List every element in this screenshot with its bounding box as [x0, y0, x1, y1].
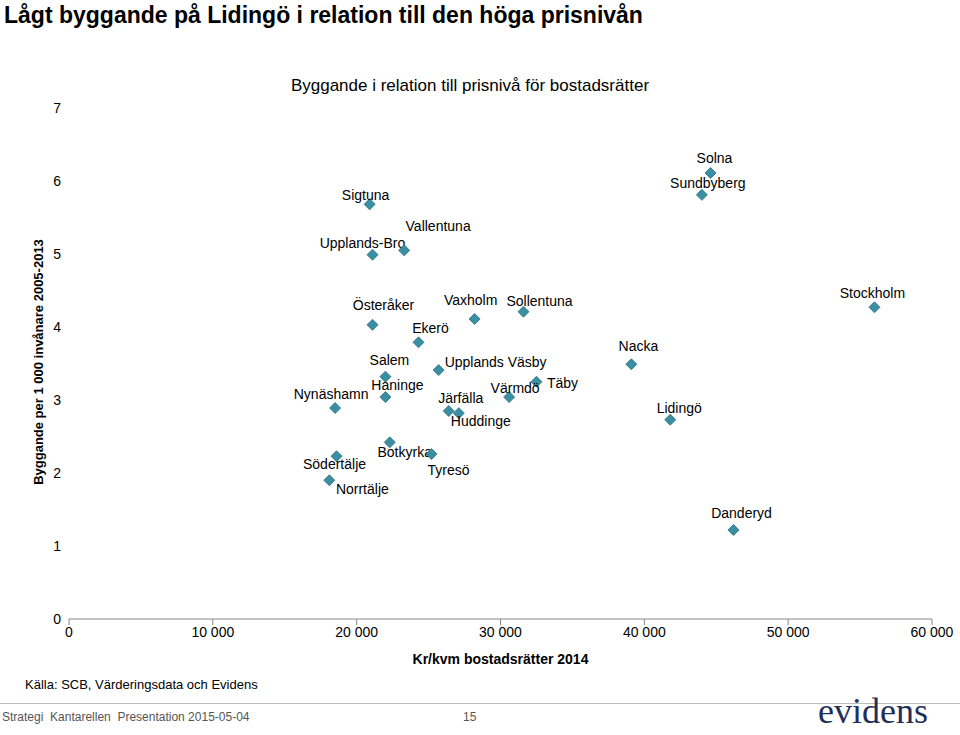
svg-text:Tyresö: Tyresö — [427, 462, 469, 478]
svg-text:5: 5 — [53, 246, 61, 262]
svg-text:Vaxholm: Vaxholm — [444, 292, 497, 308]
svg-text:7: 7 — [53, 100, 61, 116]
svg-text:Nynäshamn: Nynäshamn — [294, 386, 369, 402]
svg-text:Haninge: Haninge — [371, 377, 423, 393]
html-text:evidens: evidens — [818, 691, 928, 731]
html-text:15: 15 — [463, 710, 477, 724]
html-text:Byggande per 1 000 invånare 20: Byggande per 1 000 invånare 2005-2013 — [30, 239, 46, 485]
svg-text:Norrtälje: Norrtälje — [336, 481, 389, 497]
svg-text:Värmdö: Värmdö — [491, 380, 540, 396]
svg-text:6: 6 — [53, 173, 61, 189]
svg-text:Nacka: Nacka — [619, 338, 659, 354]
svg-text:4: 4 — [53, 319, 61, 335]
svg-text:20 000: 20 000 — [335, 624, 378, 640]
svg-text:0: 0 — [53, 611, 61, 627]
svg-text:Upplands Väsby: Upplands Väsby — [445, 354, 547, 370]
svg-text:Huddinge: Huddinge — [451, 413, 511, 429]
svg-text:Danderyd: Danderyd — [711, 505, 772, 521]
svg-text:Sigtuna: Sigtuna — [342, 187, 390, 203]
svg-text:Järfälla: Järfälla — [438, 390, 483, 406]
svg-text:3: 3 — [53, 392, 61, 408]
svg-text:50 000: 50 000 — [767, 624, 810, 640]
svg-text:30 000: 30 000 — [479, 624, 522, 640]
svg-text:Lidingö: Lidingö — [657, 400, 702, 416]
html-text:Strategi Kantarellen Presentat: Strategi Kantarellen Presentation 2015-0… — [2, 710, 250, 724]
svg-text:Botkyrka: Botkyrka — [378, 444, 433, 460]
svg-text:Österåker: Österåker — [353, 296, 415, 313]
html-text:Byggande i relation till prisn: Byggande i relation till prisnivå för bo… — [290, 76, 650, 95]
svg-text:2: 2 — [53, 465, 61, 481]
html-text:Källa: SCB, Värderingsdata och: Källa: SCB, Värderingsdata och Evidens — [25, 677, 258, 692]
svg-text:Salem: Salem — [370, 352, 410, 368]
svg-text:Vallentuna: Vallentuna — [406, 218, 471, 234]
svg-text:Upplands-Bro: Upplands-Bro — [320, 235, 406, 251]
svg-text:Solna: Solna — [697, 150, 733, 166]
svg-text:Södertälje: Södertälje — [303, 456, 366, 472]
svg-text:Täby: Täby — [547, 375, 578, 391]
html-text:Kr/kvm bostadsrätter 2014: Kr/kvm bostadsrätter 2014 — [412, 651, 589, 667]
svg-text:1: 1 — [53, 538, 61, 554]
svg-text:Stockholm: Stockholm — [840, 285, 905, 301]
svg-text:Sollentuna: Sollentuna — [506, 293, 572, 309]
html-text:Lågt byggande på Lidingö i rel: Lågt byggande på Lidingö i relation till… — [4, 2, 643, 28]
svg-text:40 000: 40 000 — [623, 624, 666, 640]
svg-text:0: 0 — [65, 624, 73, 640]
svg-text:10 000: 10 000 — [191, 624, 234, 640]
svg-text:60 000: 60 000 — [911, 624, 952, 640]
svg-text:Ekerö: Ekerö — [412, 320, 449, 336]
svg-text:Sundbyberg: Sundbyberg — [670, 175, 746, 191]
